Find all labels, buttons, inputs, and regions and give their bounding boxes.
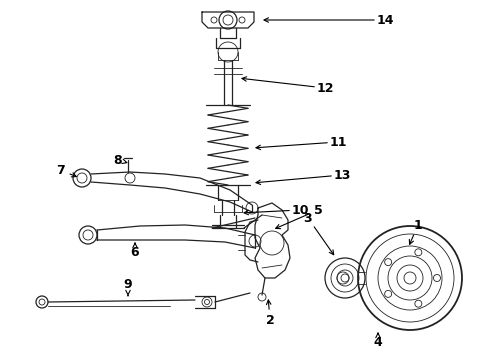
Text: 10: 10 <box>291 203 309 216</box>
Text: 7: 7 <box>56 163 64 176</box>
Text: 5: 5 <box>314 203 322 216</box>
Text: 1: 1 <box>414 219 422 231</box>
Text: 9: 9 <box>123 279 132 292</box>
Text: 11: 11 <box>329 135 347 149</box>
Text: 14: 14 <box>376 14 394 27</box>
Text: 13: 13 <box>333 168 351 181</box>
Text: 3: 3 <box>304 212 312 225</box>
Text: 4: 4 <box>373 336 382 348</box>
Text: 8: 8 <box>114 153 122 166</box>
Text: 12: 12 <box>316 81 334 95</box>
Text: 2: 2 <box>266 314 274 327</box>
Text: 6: 6 <box>131 246 139 258</box>
